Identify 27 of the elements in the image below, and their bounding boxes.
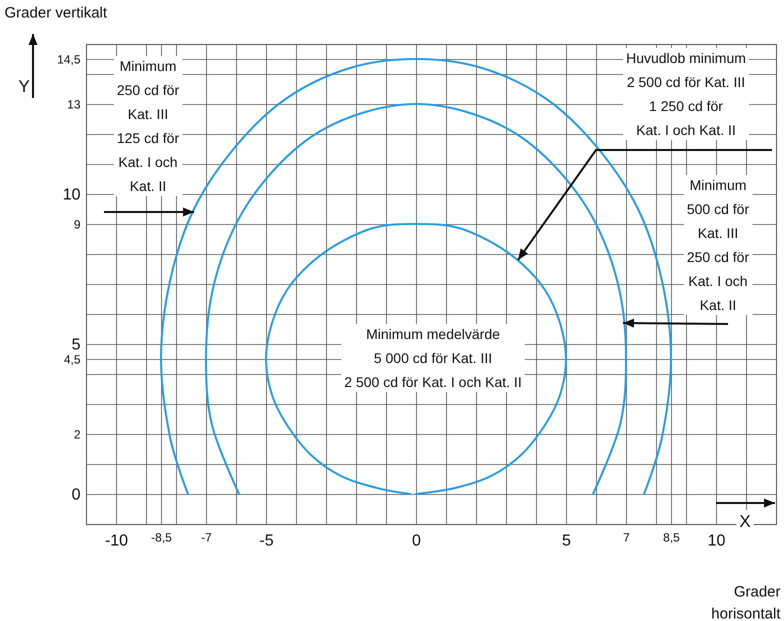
y-tick-label: 0	[72, 486, 81, 504]
annotation: Minimum 250 cd för Kat. III 125 cd för Kat. I och Kat. II	[116, 58, 180, 194]
x-tick-label: 0	[412, 532, 422, 550]
y-tick-label: 14,5	[57, 52, 81, 66]
x-tick-label: -10	[104, 532, 128, 550]
y-tick-label: 9	[74, 218, 81, 232]
y-tick-label: 10	[62, 186, 81, 204]
x-tick-label: 7	[623, 530, 630, 544]
x-tick-label: 10	[708, 532, 726, 550]
y-tick-label: 5	[72, 336, 81, 354]
annotation: Minimum 500 cd för Kat. III 250 cd för Kat. I och Kat. II	[686, 177, 750, 313]
line-series	[265, 223, 567, 495]
x-tick-label: -7	[201, 530, 212, 544]
annotation: Huvudlob minimum 2 500 cd för Kat. III 1 250 cd för Kat. I och Kat. II	[626, 50, 746, 138]
annotation: X	[739, 512, 751, 531]
y-tick-label: 4,5	[64, 352, 81, 366]
text: Y	[18, 77, 30, 96]
x-tick-label: -5	[259, 532, 274, 550]
x-axis-title: Grader horisontalt	[711, 584, 782, 621]
y-axis-title: Grader vertikalt	[4, 4, 108, 22]
y-tick-label: 13	[67, 98, 81, 112]
x-tick-label: -8,5	[151, 530, 172, 544]
x-tick-label: 8,5	[663, 530, 680, 544]
y-tick-label: 2	[74, 428, 81, 442]
annotation: Minimum medelvärde 5 000 cd för Kat. III 2 500 cd för Kat. I och Kat. II	[344, 326, 522, 390]
line-series	[205, 103, 627, 495]
x-tick-label: 5	[562, 532, 572, 550]
